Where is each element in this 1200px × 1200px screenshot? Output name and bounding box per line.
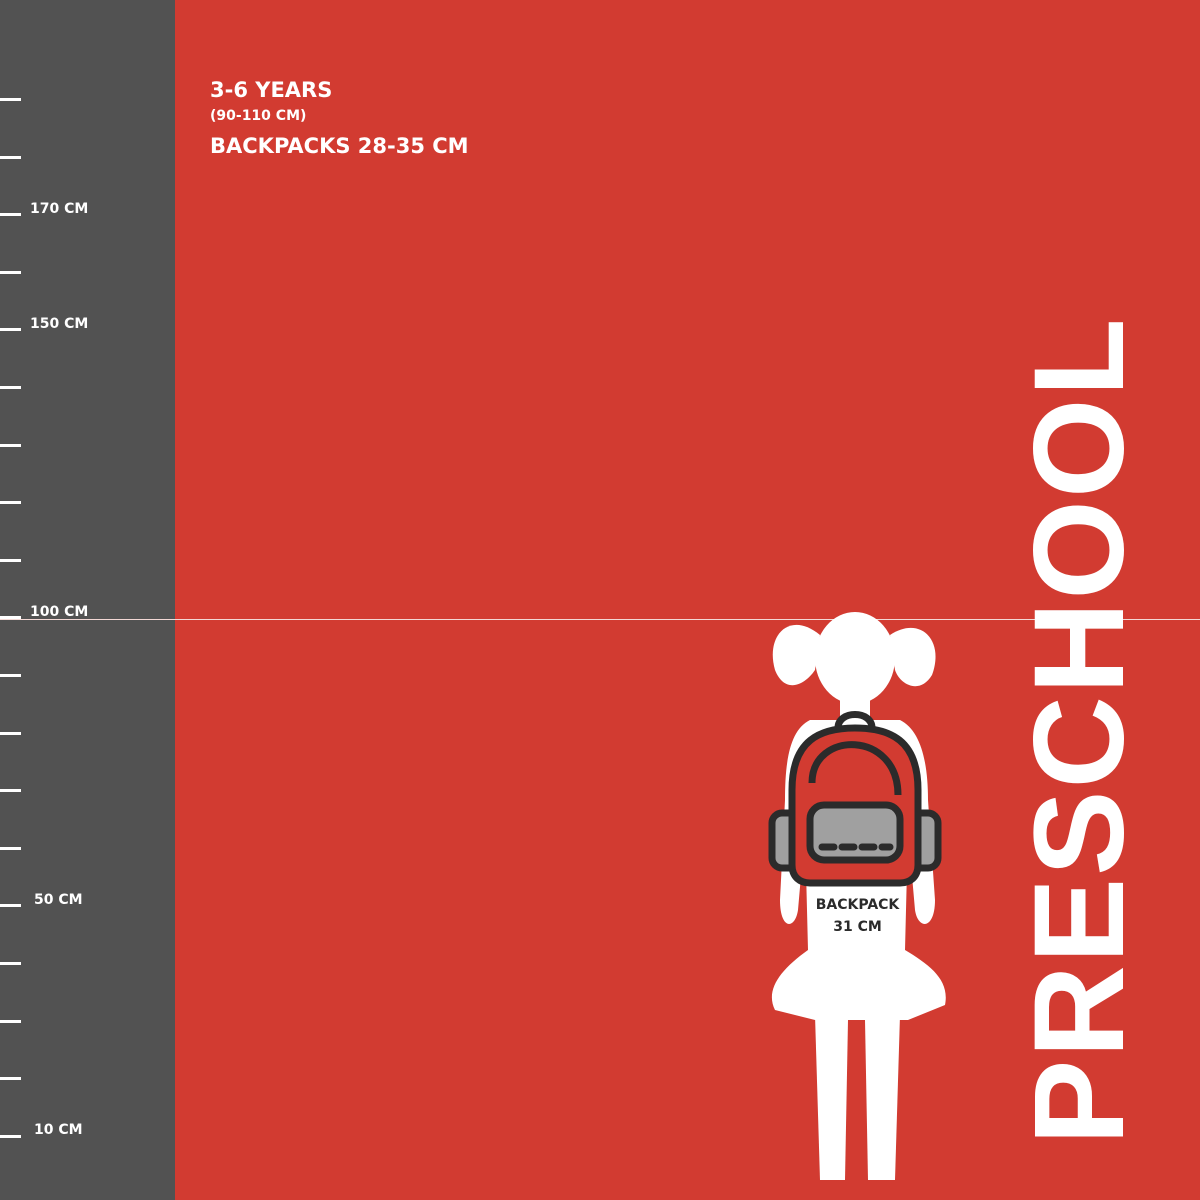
- ruler-tick: [0, 558, 21, 562]
- height-range: (90-110 CM): [210, 108, 307, 124]
- ruler-tick: [0, 155, 21, 159]
- ruler-label-50: 50 CM: [34, 892, 83, 908]
- age-range: 3-6 YEARS: [210, 78, 333, 102]
- backpack-label: BACKPACK: [815, 897, 900, 913]
- ruler-tick: [0, 731, 21, 735]
- ruler-tick: [0, 501, 21, 505]
- ruler-label-170: 170 CM: [30, 201, 89, 217]
- ruler-tick: [0, 443, 21, 447]
- backpack-icon: [768, 711, 942, 887]
- ruler-tick: [0, 674, 21, 677]
- ruler-tick: [0, 846, 21, 850]
- ruler-tick: [0, 98, 21, 101]
- ruler-tick: [0, 328, 21, 332]
- ruler-tick: [0, 1134, 21, 1138]
- backpack-caption: BACKPACK 31 CM: [790, 894, 925, 938]
- ruler-tick: [0, 213, 21, 217]
- ruler-tick: [0, 616, 21, 620]
- backpack-size: 31 CM: [833, 919, 882, 935]
- ruler-label-10: 10 CM: [34, 1122, 83, 1138]
- height-ruler: [0, 0, 175, 1200]
- backpack-size-range: BACKPACKS 28-35 CM: [210, 134, 469, 158]
- ruler-tick: [0, 270, 21, 274]
- ruler-label-150: 150 CM: [30, 316, 89, 332]
- girl-silhouette: [768, 612, 946, 1180]
- ruler-tick: [0, 904, 21, 908]
- height-marker-line: [0, 619, 1200, 620]
- ruler-label-100: 100 CM: [30, 604, 89, 620]
- ruler-tick: [0, 789, 21, 793]
- ruler-tick: [0, 1077, 21, 1081]
- category-title: PRESCHOOL: [1008, 316, 1151, 1145]
- ruler-tick: [0, 386, 21, 389]
- ruler-tick: [0, 962, 21, 965]
- ruler-tick: [0, 1019, 21, 1023]
